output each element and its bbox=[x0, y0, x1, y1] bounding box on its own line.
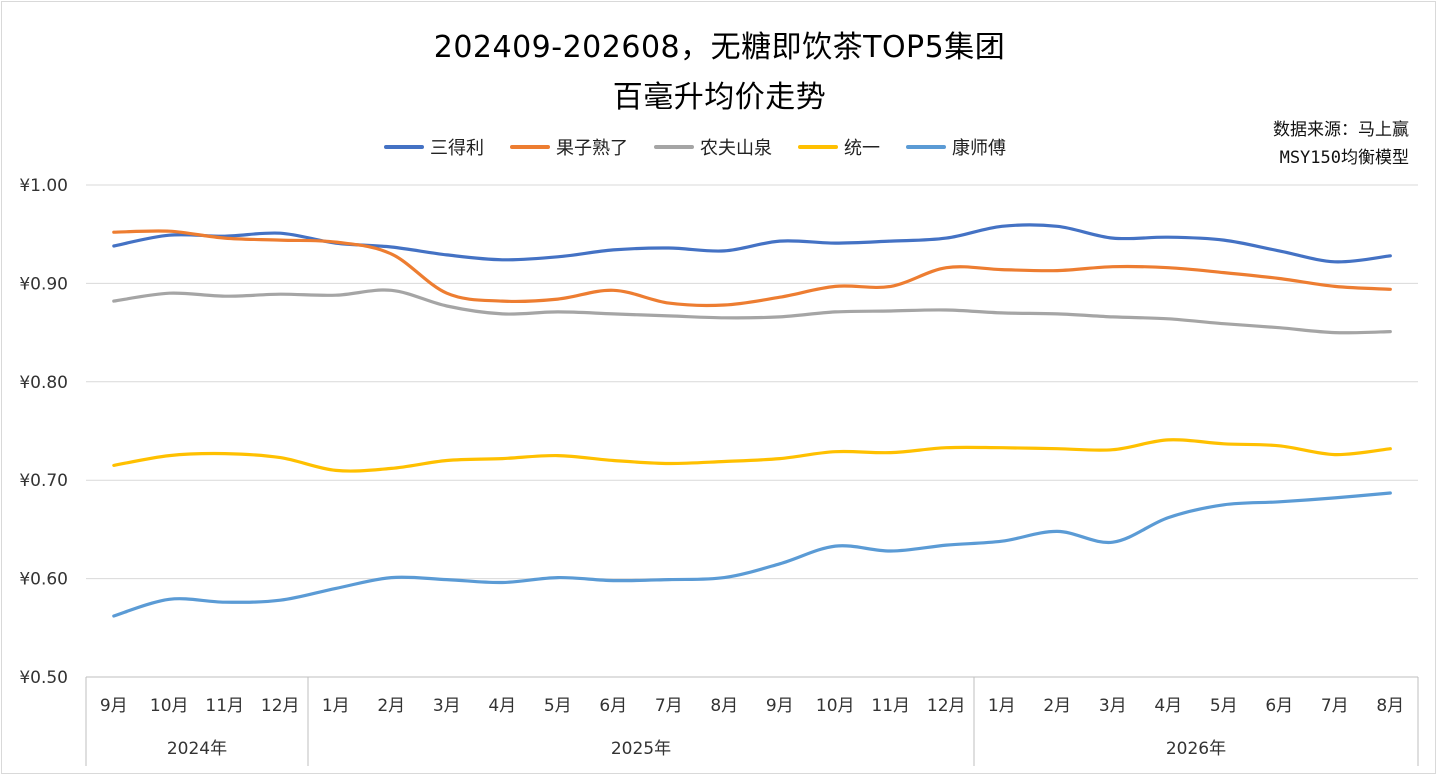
legend-swatch-1 bbox=[510, 145, 550, 149]
x-tick-label: 1月 bbox=[322, 696, 350, 716]
y-tick-label: ¥0.50 bbox=[19, 668, 68, 688]
x-tick-label: 11月 bbox=[871, 696, 910, 716]
x-tick-label: 9月 bbox=[100, 696, 128, 716]
x-tick-label: 4月 bbox=[488, 696, 516, 716]
x-tick-label: 5月 bbox=[544, 696, 572, 716]
y-tick-label: ¥0.60 bbox=[19, 570, 68, 590]
gridlines bbox=[86, 184, 1418, 678]
x-axis: 9月 10月 11月 12月 1月 2月 3月 4月 5月 6月 7月 8月 9月 10月 11月 12月 1月… bbox=[85, 677, 1419, 766]
x-tick-label: 10月 bbox=[150, 696, 189, 716]
x-tick-label: 6月 bbox=[1265, 696, 1293, 716]
legend-swatch-0 bbox=[384, 145, 424, 149]
series-4 bbox=[112, 491, 1392, 618]
x-tick-label: 8月 bbox=[710, 696, 738, 716]
legend-label-1: 果子熟了 bbox=[556, 138, 628, 159]
x-tick-label: 11月 bbox=[205, 696, 244, 716]
series-2 bbox=[112, 288, 1392, 335]
x-tick-label: 9月 bbox=[766, 696, 794, 716]
x-tick-label: 1月 bbox=[988, 696, 1016, 716]
chart-legend: 三得利 果子熟了 农夫山泉 统一 康师傅 bbox=[384, 134, 1032, 160]
year-group-label: 2024年 bbox=[167, 739, 227, 759]
legend-item-1: 果子熟了 bbox=[510, 134, 628, 160]
legend-item-3: 统一 bbox=[798, 134, 880, 160]
x-tick-label: 7月 bbox=[655, 696, 683, 716]
x-tick-label: 3月 bbox=[433, 696, 461, 716]
legend-swatch-4 bbox=[906, 145, 946, 149]
y-tick-label: ¥0.70 bbox=[19, 471, 68, 491]
y-tick-label: ¥0.90 bbox=[19, 274, 68, 294]
legend-item-2: 农夫山泉 bbox=[654, 134, 772, 160]
series-line-0 bbox=[112, 223, 1392, 264]
source-line-1: 数据来源：马上赢 bbox=[1273, 120, 1409, 140]
series-line-3 bbox=[112, 438, 1392, 473]
legend-swatch-2 bbox=[654, 145, 694, 149]
y-tick-label: ¥0.80 bbox=[19, 373, 68, 393]
x-tick-label: 12月 bbox=[261, 696, 300, 716]
series-line-4 bbox=[112, 491, 1392, 618]
chart-title-line2: 百毫升均价走势 bbox=[612, 80, 827, 115]
x-tick-label: 5月 bbox=[1210, 696, 1238, 716]
series-line-2 bbox=[112, 288, 1392, 335]
series-0 bbox=[112, 223, 1392, 264]
legend-label-3: 统一 bbox=[844, 138, 880, 159]
series-3 bbox=[112, 438, 1392, 473]
x-tick-label: 3月 bbox=[1099, 696, 1127, 716]
x-tick-label: 8月 bbox=[1376, 696, 1404, 716]
source-line-2: MSY150均衡模型 bbox=[1279, 148, 1409, 168]
x-tick-label: 2月 bbox=[1043, 696, 1071, 716]
legend-label-4: 康师傅 bbox=[952, 138, 1006, 159]
year-group-label: 2025年 bbox=[611, 739, 671, 759]
series-lines bbox=[112, 223, 1392, 618]
series-1 bbox=[112, 229, 1392, 308]
year-group-label: 2026年 bbox=[1166, 739, 1226, 759]
data-source-note: 数据来源：马上赢 MSY150均衡模型 bbox=[1273, 116, 1409, 172]
x-tick-label: 4月 bbox=[1154, 696, 1182, 716]
legend-item-4: 康师傅 bbox=[906, 134, 1006, 160]
x-tick-label: 2月 bbox=[377, 696, 405, 716]
x-tick-label: 6月 bbox=[599, 696, 627, 716]
y-tick-label: ¥1.00 bbox=[19, 176, 68, 196]
legend-label-2: 农夫山泉 bbox=[700, 138, 772, 159]
chart-title-line1: 202409-202608，无糖即饮茶TOP5集团 bbox=[433, 30, 1006, 65]
series-line-1 bbox=[112, 229, 1392, 308]
x-tick-label: 12月 bbox=[927, 696, 966, 716]
legend-label-0: 三得利 bbox=[430, 138, 484, 159]
y-axis-ticks: ¥1.00 ¥0.90 ¥0.80 ¥0.70 ¥0.60 ¥0.50 bbox=[19, 176, 68, 688]
x-tick-label: 10月 bbox=[816, 696, 855, 716]
legend-swatch-3 bbox=[798, 145, 838, 149]
legend-item-0: 三得利 bbox=[384, 134, 484, 160]
x-tick-label: 7月 bbox=[1321, 696, 1349, 716]
